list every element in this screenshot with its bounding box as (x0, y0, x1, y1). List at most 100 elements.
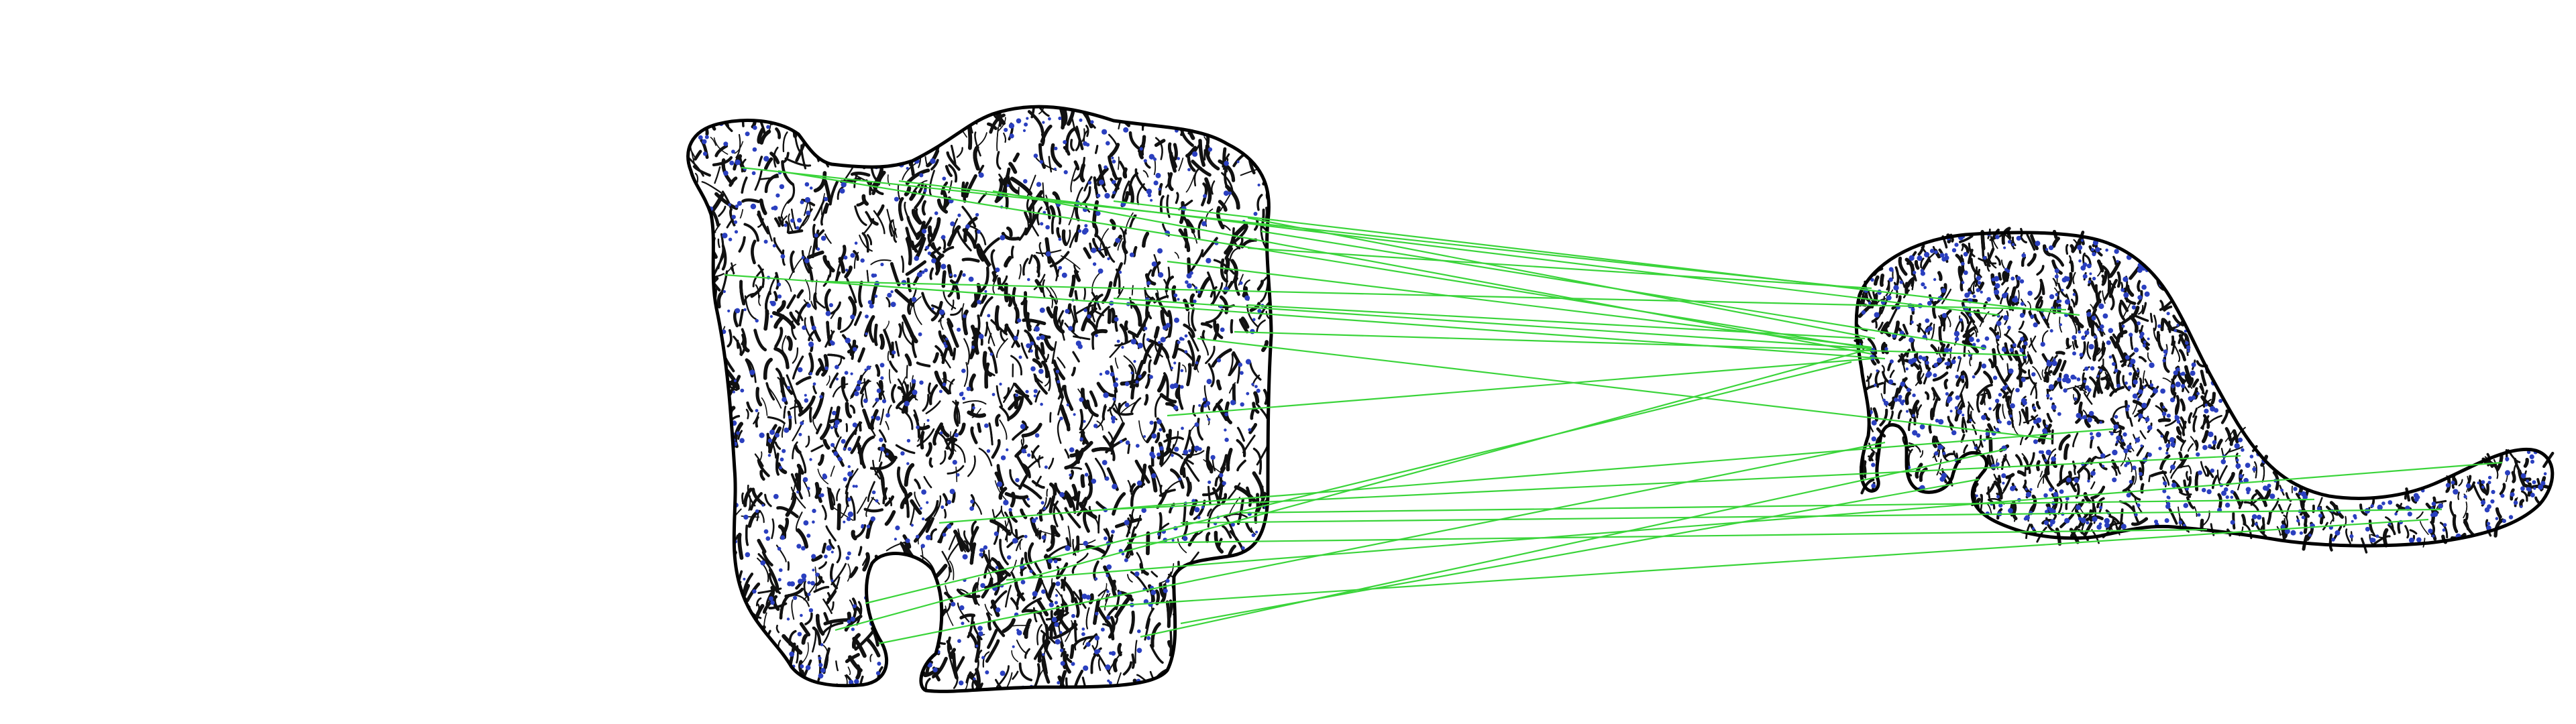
left-keypoint (1208, 147, 1212, 152)
left-keypoint (1130, 253, 1134, 257)
left-keypoint (1177, 341, 1181, 344)
left-keypoint (945, 338, 948, 341)
left-keypoint (1111, 530, 1115, 534)
left-keypoint (1056, 369, 1059, 373)
left-keypoint (877, 389, 881, 394)
left-keypoint (872, 491, 876, 495)
left-keypoint (971, 346, 975, 349)
left-keypoint (981, 656, 985, 660)
left-keypoint (779, 466, 782, 469)
left-keypoint (865, 333, 867, 335)
left-keypoint (851, 617, 855, 621)
left-keypoint (1046, 251, 1051, 257)
left-keypoint (1107, 257, 1110, 260)
left-keypoint (769, 301, 772, 304)
texture-stroke (2151, 314, 2152, 322)
left-keypoint (1045, 225, 1050, 230)
left-keypoint (854, 391, 859, 396)
texture-stroke (775, 292, 776, 300)
left-keypoint (1153, 158, 1157, 161)
left-keypoint (992, 393, 996, 396)
texture-stroke (1134, 247, 1136, 255)
left-keypoint (820, 493, 824, 497)
left-keypoint (1065, 309, 1069, 314)
left-keypoint (950, 489, 955, 494)
left-keypoint (1062, 273, 1067, 278)
left-keypoint (734, 221, 737, 224)
texture-stroke (994, 273, 995, 281)
left-keypoint (912, 297, 917, 302)
left-keypoint (1030, 366, 1036, 371)
left-keypoint (752, 589, 756, 593)
left-keypoint (848, 447, 852, 451)
left-keypoint (735, 230, 738, 233)
left-keypoint (867, 525, 871, 529)
left-keypoint (811, 554, 816, 558)
left-keypoint (1027, 453, 1030, 457)
left-keypoint (778, 578, 782, 581)
texture-stroke (1156, 328, 1158, 337)
texture-stroke (814, 294, 816, 308)
left-keypoint (865, 314, 869, 318)
left-keypoint (975, 213, 979, 217)
left-keypoint (793, 596, 797, 600)
texture-stroke (1884, 381, 1885, 394)
texture-stroke (1012, 247, 1014, 257)
left-keypoint (1201, 506, 1204, 509)
texture-stroke (1132, 655, 1134, 668)
left-keypoint (1134, 572, 1139, 577)
left-keypoint (1140, 147, 1143, 150)
left-keypoint (796, 226, 799, 229)
left-keypoint (735, 204, 739, 208)
left-keypoint (820, 643, 824, 646)
left-keypoint (788, 416, 792, 420)
left-keypoint (921, 544, 925, 548)
left-keypoint (932, 308, 934, 310)
left-keypoint (1195, 422, 1199, 427)
left-keypoint (798, 367, 803, 373)
left-keypoint (851, 373, 853, 375)
left-keypoint (1224, 161, 1229, 166)
left-keypoint (848, 465, 851, 468)
texture-stroke (804, 636, 806, 643)
left-keypoint (1105, 664, 1110, 670)
left-keypoint (963, 314, 967, 318)
texture-stroke (777, 454, 778, 475)
left-keypoint (745, 131, 750, 136)
left-keypoint (1173, 361, 1176, 364)
left-keypoint (920, 507, 922, 509)
left-keypoint (1022, 448, 1026, 453)
left-keypoint (1036, 337, 1040, 341)
left-keypoint (1068, 326, 1073, 330)
left-keypoint (806, 665, 811, 670)
left-keypoint (953, 460, 957, 465)
texture-stroke (922, 432, 923, 448)
texture-stroke (1063, 109, 1065, 125)
left-keypoint (1250, 329, 1255, 335)
left-keypoint (1041, 589, 1046, 594)
left-keypoint (926, 501, 928, 504)
left-keypoint (855, 385, 861, 391)
left-keypoint (1224, 190, 1229, 196)
left-keypoint (766, 125, 770, 129)
left-keypoint (1035, 433, 1040, 438)
left-keypoint (765, 536, 770, 541)
texture-stroke (1047, 489, 1048, 496)
left-keypoint (1102, 460, 1108, 465)
left-keypoint (831, 579, 834, 582)
texture-stroke (1082, 476, 1083, 486)
left-keypoint (1157, 533, 1160, 536)
left-keypoint (892, 351, 896, 355)
left-keypoint (735, 160, 741, 165)
left-keypoint (1181, 427, 1184, 430)
left-keypoint (1173, 294, 1177, 298)
left-keypoint (997, 481, 1002, 487)
left-keypoint (1137, 648, 1142, 653)
left-keypoint (1069, 447, 1075, 452)
texture-stroke (1207, 534, 1209, 542)
left-keypoint (1126, 440, 1130, 445)
left-keypoint (1004, 128, 1008, 132)
left-keypoint (1220, 328, 1225, 333)
left-keypoint (1125, 403, 1130, 408)
